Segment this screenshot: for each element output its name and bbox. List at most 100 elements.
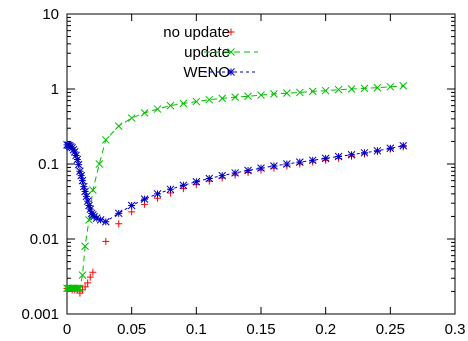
data-point [283, 160, 291, 168]
data-point [84, 279, 92, 287]
data-point [270, 162, 278, 170]
series-line [67, 85, 404, 289]
data-point [257, 164, 265, 173]
data-point [72, 284, 80, 293]
y-axis: 0.001 0.01 0.1 1 10 [21, 6, 455, 323]
data-point [89, 268, 97, 276]
series-0 [63, 143, 407, 297]
data-point [79, 182, 88, 191]
data-point [73, 284, 82, 293]
data-point [334, 152, 343, 161]
data-point [127, 201, 136, 210]
y-tick-label: 0.01 [30, 231, 59, 248]
data-point [83, 197, 92, 205]
data-point [127, 114, 136, 122]
series-2 [63, 141, 408, 226]
data-point [244, 166, 252, 175]
series-1 [63, 82, 408, 293]
x-tick-label: 0.25 [376, 321, 405, 338]
legend-marker [227, 48, 235, 56]
data-point [114, 122, 123, 130]
data-point [68, 143, 77, 152]
data-point [270, 90, 278, 98]
data-point [81, 242, 89, 251]
legend-marker [227, 68, 235, 76]
data-point [360, 84, 369, 93]
x-axis: 0 0.05 0.1 0.15 0.2 0.25 0.3 [63, 14, 466, 338]
series-layer [63, 82, 408, 297]
data-point [74, 160, 83, 169]
data-point [77, 171, 86, 180]
data-point [95, 160, 104, 168]
data-point [76, 167, 84, 176]
x-tick-label: 0.2 [315, 321, 336, 338]
data-point [257, 91, 265, 99]
data-point [81, 187, 89, 196]
data-point [308, 156, 317, 165]
data-point [218, 171, 227, 180]
data-point [295, 158, 304, 166]
data-point [321, 154, 330, 163]
x-tick-label: 0.3 [445, 321, 466, 338]
data-point [92, 214, 101, 222]
data-point [102, 237, 110, 245]
legend-marker [227, 28, 235, 36]
x-tick-label: 0 [63, 321, 71, 338]
data-point [192, 177, 201, 186]
legend-label: no update [163, 24, 230, 41]
data-point [179, 99, 188, 108]
data-point [386, 144, 395, 153]
data-point [360, 148, 369, 157]
y-tick-label: 10 [42, 6, 59, 23]
data-point [96, 216, 105, 224]
data-point [72, 151, 80, 160]
data-point [140, 195, 149, 203]
data-point [78, 176, 87, 185]
data-point [89, 186, 97, 194]
data-point [85, 216, 93, 224]
data-point [192, 97, 201, 106]
data-point [101, 217, 110, 226]
data-point [140, 109, 149, 117]
data-point [373, 146, 382, 155]
legend: no update update WENO [163, 24, 258, 81]
data-point [86, 273, 94, 281]
data-point [64, 141, 73, 150]
data-point [153, 189, 162, 198]
plot-frame [66, 13, 456, 315]
legend-item: no update [163, 24, 235, 41]
x-tick-label: 0.15 [246, 321, 275, 338]
data-point [347, 150, 356, 159]
data-point [308, 87, 317, 96]
data-point [115, 220, 123, 228]
x-tick-label: 0.1 [186, 321, 207, 338]
data-point [205, 174, 214, 183]
y-tick-label: 0.001 [21, 306, 59, 323]
data-point [114, 209, 123, 218]
x-tick-label: 0.05 [117, 321, 146, 338]
data-point [399, 141, 408, 150]
data-point [321, 86, 330, 95]
data-point [166, 185, 175, 194]
data-point [69, 145, 78, 154]
legend-item: WENO [183, 64, 258, 81]
data-point [218, 94, 227, 103]
data-point [73, 155, 82, 164]
plot-border [66, 13, 456, 315]
data-point [101, 135, 110, 144]
y-tick-label: 1 [51, 81, 59, 98]
data-point [128, 208, 136, 216]
data-point [166, 101, 175, 110]
data-point [283, 89, 291, 98]
data-point [85, 201, 93, 210]
data-point [231, 93, 239, 101]
data-point [231, 169, 239, 177]
data-point [86, 205, 95, 214]
data-point [153, 105, 162, 113]
data-point [82, 192, 91, 201]
data-point [74, 284, 83, 293]
data-point [373, 83, 382, 92]
data-point [70, 148, 79, 156]
data-point [179, 181, 188, 190]
data-point [76, 284, 84, 293]
